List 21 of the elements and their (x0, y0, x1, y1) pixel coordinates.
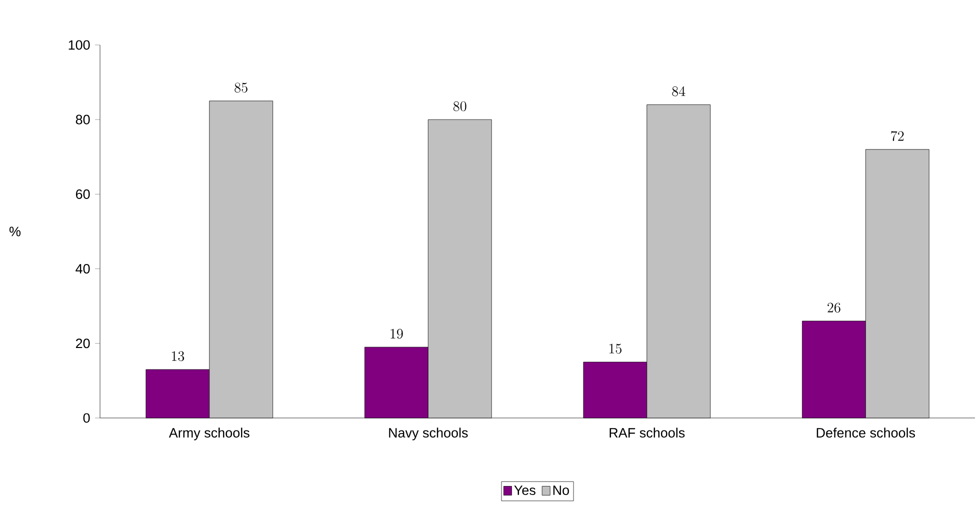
y-axis-title: % (9, 226, 21, 236)
x-tick-label: RAF schools (610, 428, 685, 438)
data-label: 15 (609, 344, 622, 354)
x-tick-label: Navy schools (389, 428, 468, 440)
data-label: 19 (390, 328, 403, 339)
y-tick-label: 60 (76, 189, 90, 199)
data-label: 80 (453, 101, 466, 112)
data-label: 26 (828, 302, 840, 313)
x-tick-label: Defence schools (816, 428, 916, 438)
legend-label: No (553, 486, 569, 495)
x-tick-label: Army schools (168, 428, 250, 440)
data-label: 72 (891, 131, 904, 142)
y-tick-label: 40 (76, 264, 90, 274)
data-label: 13 (172, 351, 184, 362)
y-tick-label: 100 (68, 40, 90, 50)
data-label: 84 (672, 86, 686, 96)
y-tick-label: 0 (83, 413, 90, 423)
data-label: 85 (234, 82, 248, 93)
y-tick-label: 20 (76, 338, 90, 348)
legend-label: Yes (514, 486, 536, 495)
y-tick-label: 80 (76, 114, 90, 124)
